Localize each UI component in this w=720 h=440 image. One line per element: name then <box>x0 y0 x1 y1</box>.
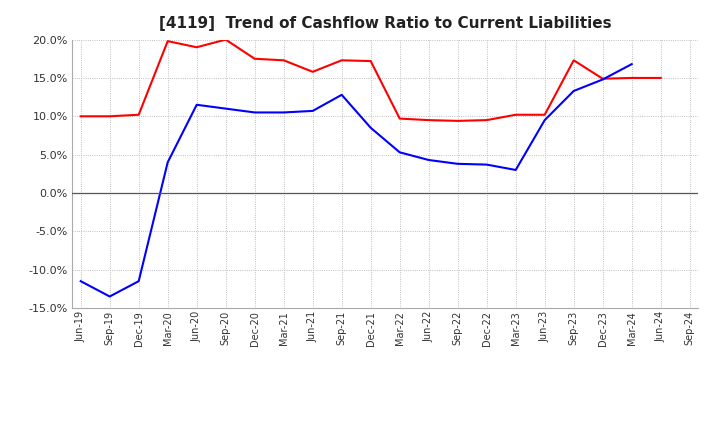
Free CF to Current Liabilities <box>541 117 549 123</box>
Line: Free CF to Current Liabilities: Free CF to Current Liabilities <box>81 64 631 297</box>
Free CF to Current Liabilities <box>279 110 288 115</box>
Operating CF to Current Liabilities <box>192 44 201 50</box>
Operating CF to Current Liabilities <box>395 116 404 121</box>
Operating CF to Current Liabilities <box>221 37 230 42</box>
Free CF to Current Liabilities <box>163 160 172 165</box>
Operating CF to Current Liabilities <box>541 112 549 117</box>
Operating CF to Current Liabilities <box>454 118 462 124</box>
Operating CF to Current Liabilities <box>424 117 433 123</box>
Legend: Operating CF to Current Liabilities, Free CF to Current Liabilities: Operating CF to Current Liabilities, Fre… <box>140 435 630 440</box>
Operating CF to Current Liabilities <box>163 38 172 44</box>
Free CF to Current Liabilities <box>511 167 520 172</box>
Operating CF to Current Liabilities <box>338 58 346 63</box>
Line: Operating CF to Current Liabilities: Operating CF to Current Liabilities <box>81 40 661 121</box>
Free CF to Current Liabilities <box>135 279 143 284</box>
Operating CF to Current Liabilities <box>135 112 143 117</box>
Operating CF to Current Liabilities <box>627 75 636 81</box>
Free CF to Current Liabilities <box>424 158 433 163</box>
Title: [4119]  Trend of Cashflow Ratio to Current Liabilities: [4119] Trend of Cashflow Ratio to Curren… <box>159 16 611 32</box>
Operating CF to Current Liabilities <box>366 59 375 64</box>
Free CF to Current Liabilities <box>366 125 375 130</box>
Operating CF to Current Liabilities <box>570 58 578 63</box>
Operating CF to Current Liabilities <box>598 76 607 81</box>
Operating CF to Current Liabilities <box>279 58 288 63</box>
Free CF to Current Liabilities <box>251 110 259 115</box>
Free CF to Current Liabilities <box>338 92 346 97</box>
Free CF to Current Liabilities <box>221 106 230 111</box>
Free CF to Current Liabilities <box>570 88 578 94</box>
Operating CF to Current Liabilities <box>511 112 520 117</box>
Free CF to Current Liabilities <box>482 162 491 167</box>
Free CF to Current Liabilities <box>308 108 317 114</box>
Free CF to Current Liabilities <box>105 294 114 299</box>
Free CF to Current Liabilities <box>395 150 404 155</box>
Operating CF to Current Liabilities <box>76 114 85 119</box>
Free CF to Current Liabilities <box>76 279 85 284</box>
Free CF to Current Liabilities <box>627 62 636 67</box>
Operating CF to Current Liabilities <box>308 69 317 74</box>
Free CF to Current Liabilities <box>454 161 462 166</box>
Free CF to Current Liabilities <box>598 77 607 82</box>
Operating CF to Current Liabilities <box>251 56 259 62</box>
Operating CF to Current Liabilities <box>105 114 114 119</box>
Operating CF to Current Liabilities <box>657 75 665 81</box>
Operating CF to Current Liabilities <box>482 117 491 123</box>
Free CF to Current Liabilities <box>192 102 201 107</box>
